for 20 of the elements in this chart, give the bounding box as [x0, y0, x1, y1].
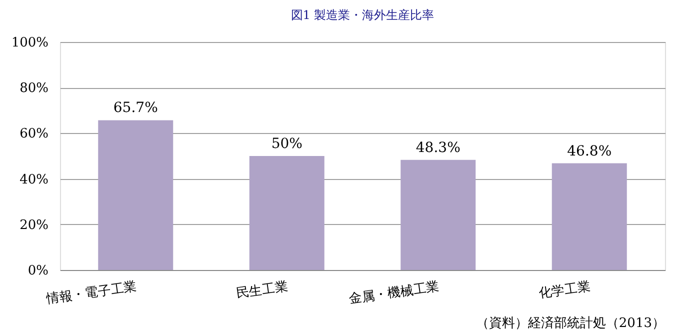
- y-tick-label: 100%: [11, 36, 48, 50]
- x-tick-label: 化学工業: [538, 280, 592, 302]
- chart-title: 図1 製造業・海外生産比率: [290, 8, 434, 22]
- data-label: 65.7%: [113, 100, 158, 116]
- x-tick-label: 民生工業: [235, 280, 289, 302]
- y-tick-label: 0%: [28, 264, 48, 278]
- bar: [249, 156, 324, 270]
- y-tick-label: 60%: [20, 126, 48, 142]
- y-tick-label: 40%: [20, 172, 48, 188]
- text: （資料）経済部統計処（2013）: [476, 315, 665, 331]
- y-tick-label: 20%: [20, 218, 48, 233]
- data-label: 46.8%: [567, 143, 612, 160]
- bar: [552, 163, 627, 270]
- y-tick-label: 80%: [20, 81, 48, 96]
- data-label: 48.3%: [416, 140, 460, 156]
- bar: [98, 120, 174, 270]
- bar: [400, 160, 476, 270]
- data-label: 50%: [271, 136, 302, 152]
- x-tick-label: 情報・電子工業: [44, 280, 138, 308]
- x-tick-label: 金属・機械工業: [348, 280, 440, 308]
